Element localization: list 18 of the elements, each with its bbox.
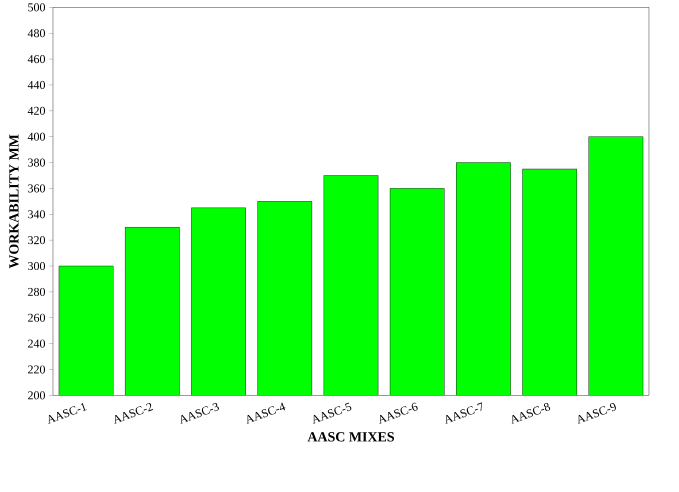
y-tick-label: 340 bbox=[28, 210, 46, 218]
y-tick-label: 300 bbox=[28, 262, 46, 270]
y-tick-label: 280 bbox=[28, 288, 46, 296]
y-tick-label: 420 bbox=[28, 106, 46, 115]
y-tick-label: 320 bbox=[28, 236, 46, 244]
y-tick-label: 240 bbox=[28, 339, 46, 348]
y-tick-label: 400 bbox=[28, 132, 46, 141]
y-axis-title: WORKABILITY MM bbox=[9, 134, 19, 268]
y-tick-label: 500 bbox=[28, 3, 46, 12]
y-tick-label: 460 bbox=[28, 54, 46, 63]
y-tick-label: 380 bbox=[28, 158, 46, 166]
y-tick-label: 220 bbox=[28, 365, 46, 374]
x-axis-title: AASC MIXES bbox=[308, 432, 394, 442]
y-tick-label: 480 bbox=[28, 29, 46, 38]
y-tick-label: 360 bbox=[28, 184, 46, 192]
y-tick-label: 260 bbox=[28, 314, 46, 322]
y-tick-label: 200 bbox=[28, 391, 46, 400]
y-tick-label: 440 bbox=[28, 80, 46, 89]
